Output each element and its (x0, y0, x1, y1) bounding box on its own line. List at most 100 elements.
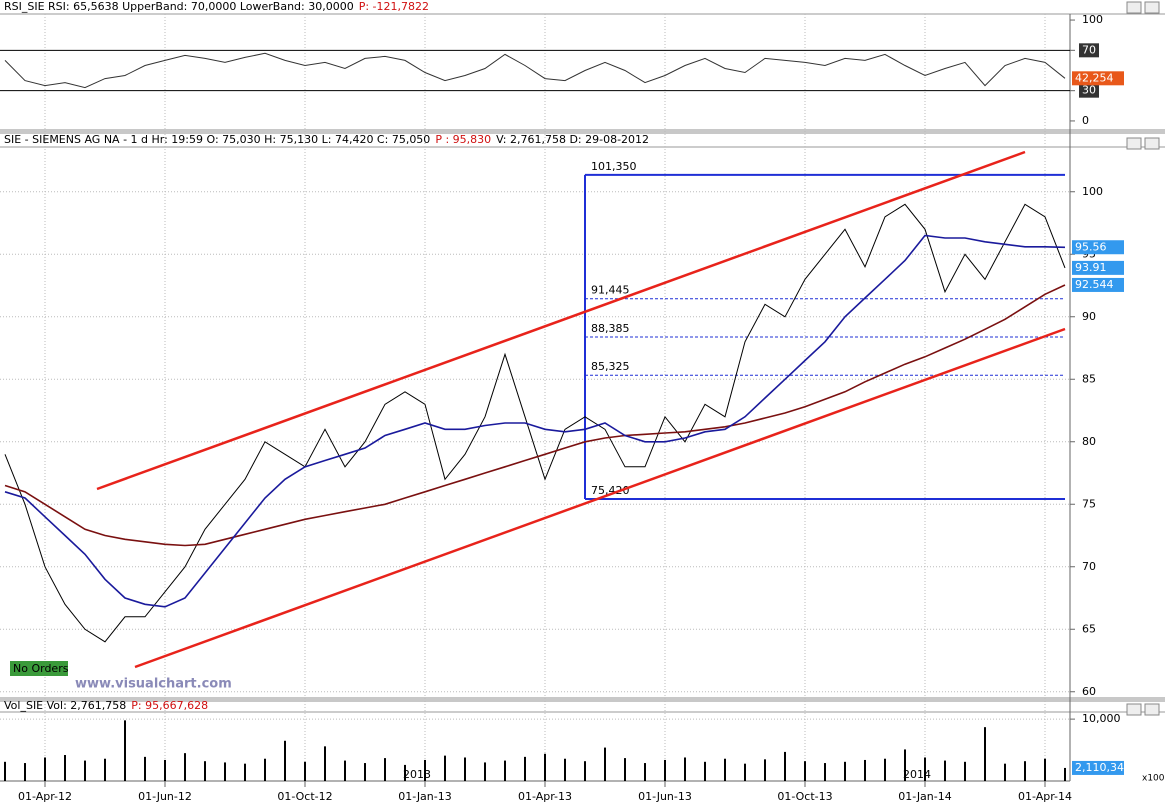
separator (0, 129, 1165, 134)
watermark: www.visualchart.com (75, 677, 232, 692)
volume-bar (664, 759, 666, 781)
level-label: 91,445 (591, 284, 630, 297)
panel-header: Vol_SIE Vol: 2,761,758 P: 95,667,628 (4, 699, 208, 712)
volume-bar (344, 760, 346, 781)
volume-bar (704, 761, 706, 781)
band-tick-box (1079, 83, 1099, 98)
level-label: 101,350 (591, 160, 637, 173)
header-part: P: -121,7822 (359, 0, 429, 13)
volume-bar (964, 761, 966, 781)
volume-bar (64, 755, 66, 781)
button[interactable] (1144, 703, 1160, 716)
volume-bar (604, 747, 606, 781)
y-tick-label: 100 (1082, 13, 1103, 26)
channel-line (96, 150, 1026, 491)
volume-bar (104, 758, 106, 781)
y-tick-label: 70 (1082, 560, 1096, 573)
volume-bar (1004, 763, 1006, 781)
axis-unit: x1000 (1142, 774, 1165, 784)
last-value-tag: 92.544 (1075, 278, 1114, 291)
volume-bar (204, 761, 206, 781)
volume-bar (1024, 761, 1026, 781)
volume-bar (864, 759, 866, 781)
volume-bar (764, 759, 766, 781)
volume-bar (324, 746, 326, 781)
y-tick-label: 80 (1082, 435, 1096, 448)
volume-bar (564, 758, 566, 781)
y-tick-label: 70 (1082, 43, 1096, 56)
separator (0, 697, 1165, 702)
y-tick-label: 10,000 (1082, 712, 1121, 725)
series-line (4, 203, 1066, 643)
last-value-tag-box (1072, 277, 1124, 292)
volume-bar (904, 749, 906, 781)
volume-bar (4, 761, 6, 781)
x-tick-label: 01-Apr-13 (518, 790, 572, 803)
series-line (4, 284, 1066, 547)
status-box (10, 661, 68, 676)
volume-bar (424, 759, 426, 781)
volume-bar (644, 763, 646, 781)
button[interactable] (1126, 1, 1142, 14)
last-value-tag-box (1072, 760, 1124, 775)
x-tick-label: 01-Jan-14 (898, 790, 952, 803)
year-label: 2013 (403, 768, 431, 781)
button[interactable] (1144, 1, 1160, 14)
volume-bar (1044, 758, 1046, 781)
y-tick-label: 85 (1082, 372, 1096, 385)
level-label: 75,420 (591, 484, 630, 497)
header-part: Vol_SIE Vol: 2,761,758 (4, 699, 126, 712)
header-part: SIE - SIEMENS AG NA - 1 d Hr: 19:59 O: 7… (4, 133, 430, 146)
panel-header: SIE - SIEMENS AG NA - 1 d Hr: 19:59 O: 7… (4, 133, 649, 146)
y-tick-label: 75 (1082, 497, 1096, 510)
volume-bar (224, 762, 226, 781)
x-tick-label: 01-Oct-12 (277, 790, 332, 803)
volume-bar (544, 753, 546, 781)
volume-bar (464, 757, 466, 781)
channel-line (134, 327, 1066, 669)
header-part: RSI_SIE RSI: 65,5638 UpperBand: 70,0000 … (4, 0, 354, 13)
volume-bar (804, 761, 806, 781)
volume-bar (984, 727, 986, 781)
last-value-tag-box (1072, 240, 1124, 255)
volume-bar (164, 759, 166, 781)
volume-bar (944, 760, 946, 781)
button[interactable] (1126, 703, 1142, 716)
header-part: P: 95,667,628 (131, 699, 208, 712)
level-label: 88,385 (591, 322, 630, 335)
volume-bar (184, 753, 186, 781)
volume-bar (24, 763, 26, 781)
status: No Orders (13, 662, 69, 675)
y-tick-label: 60 (1082, 685, 1096, 698)
volume-bar (924, 757, 926, 781)
volume-bar (784, 751, 786, 781)
y-tick-label: 90 (1082, 310, 1096, 323)
button[interactable] (1126, 137, 1142, 150)
y-tick-label: 0 (1082, 114, 1089, 127)
band-tick-box (1079, 43, 1099, 58)
volume-bar (884, 758, 886, 781)
last-value-tag: 2,110,349 (1075, 761, 1131, 774)
last-value-tag: 95.56 (1075, 240, 1107, 253)
volume-bar (444, 755, 446, 781)
volume-bar (584, 761, 586, 781)
button[interactable] (1144, 137, 1160, 150)
x-tick-label: 01-Jan-13 (398, 790, 452, 803)
window-buttons[interactable] (1126, 1, 1160, 716)
volume-bar (504, 760, 506, 781)
volume-bar (244, 763, 246, 781)
panel-header: RSI_SIE RSI: 65,5638 UpperBand: 70,0000 … (4, 0, 429, 13)
header-part: V: 2,761,758 D: 29-08-2012 (496, 133, 649, 146)
volume-bar (384, 758, 386, 781)
x-tick-label: 01-Apr-12 (18, 790, 72, 803)
header-part: P : 95,830 (435, 133, 491, 146)
volume-bar (304, 761, 306, 781)
last-value-tag-box (1072, 260, 1124, 275)
level-label: 85,325 (591, 360, 630, 373)
volume-bar (404, 764, 406, 781)
series-line (4, 234, 1066, 608)
x-tick-label: 01-Oct-13 (777, 790, 832, 803)
